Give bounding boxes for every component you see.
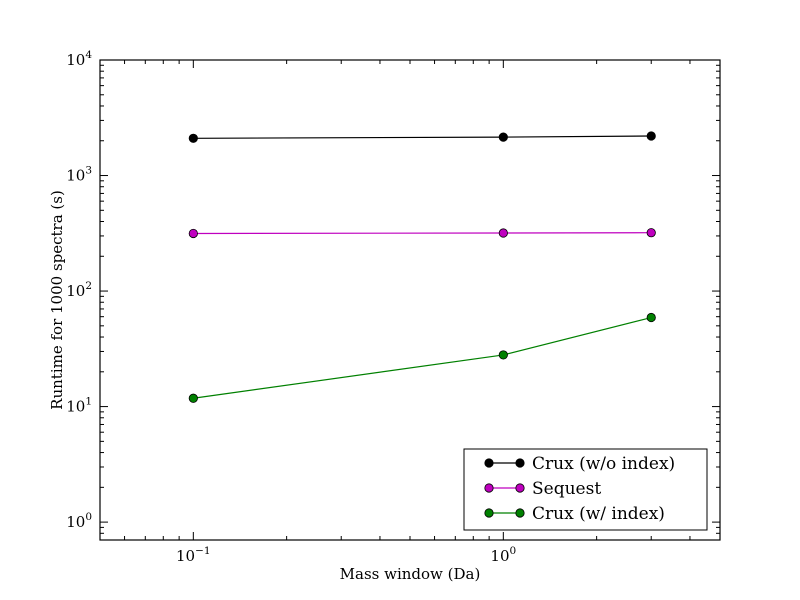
y-tick-label: 104 (66, 49, 92, 69)
data-point-2 (646, 312, 656, 323)
y-tick-base: 10 (66, 167, 85, 185)
y-tick-base: 10 (66, 398, 85, 416)
y-tick-exponent: 4 (85, 49, 92, 61)
data-point-0 (498, 132, 508, 142)
legend: Crux (w/o index) Sequest Crux (w/ index) (463, 448, 708, 531)
legend-marker-0 (515, 458, 525, 468)
legend-label-1: Sequest (532, 479, 601, 499)
y-tick-exponent: 0 (85, 511, 92, 523)
data-point-1 (188, 228, 198, 239)
y-tick-base: 10 (66, 282, 85, 300)
legend-label-0: Crux (w/o index) (532, 454, 675, 474)
y-tick-base: 10 (66, 51, 85, 69)
y-tick-exponent: 1 (85, 396, 92, 408)
plot-frame (99, 59, 721, 541)
legend-marker-2 (515, 508, 525, 518)
x-axis-label: Mass window (Da) (340, 565, 481, 583)
x-tick-base: 10 (490, 547, 509, 565)
y-tick-label: 102 (66, 280, 92, 300)
data-point-0 (188, 133, 198, 143)
x-tick-exponent: −1 (195, 545, 210, 557)
x-tick-label: 100 (490, 545, 516, 565)
y-axis-label: Runtime for 1000 spectra (s) (48, 190, 66, 410)
y-tick-exponent: 3 (85, 165, 92, 177)
x-tick-label: 10−1 (176, 545, 211, 565)
y-tick-label: 101 (66, 396, 92, 416)
data-point-0 (646, 131, 656, 141)
y-tick-label: 100 (66, 511, 92, 531)
data-point-1 (498, 228, 508, 238)
data-point-2 (188, 393, 198, 403)
data-point-1 (646, 228, 656, 238)
x-tick-exponent: 0 (510, 545, 517, 557)
y-tick-base: 10 (66, 513, 85, 531)
series-layer (188, 131, 656, 403)
legend-marker-0 (484, 458, 494, 468)
x-tick-base: 10 (176, 547, 195, 565)
y-tick-exponent: 2 (85, 280, 92, 292)
legend-marker-2 (484, 508, 494, 518)
y-tick-label: 103 (66, 165, 92, 185)
legend-marker-1 (515, 483, 525, 493)
legend-marker-1 (484, 483, 494, 493)
legend-label-2: Crux (w/ index) (532, 504, 665, 524)
data-point-2 (498, 350, 508, 360)
series-line-1 (193, 232, 652, 235)
